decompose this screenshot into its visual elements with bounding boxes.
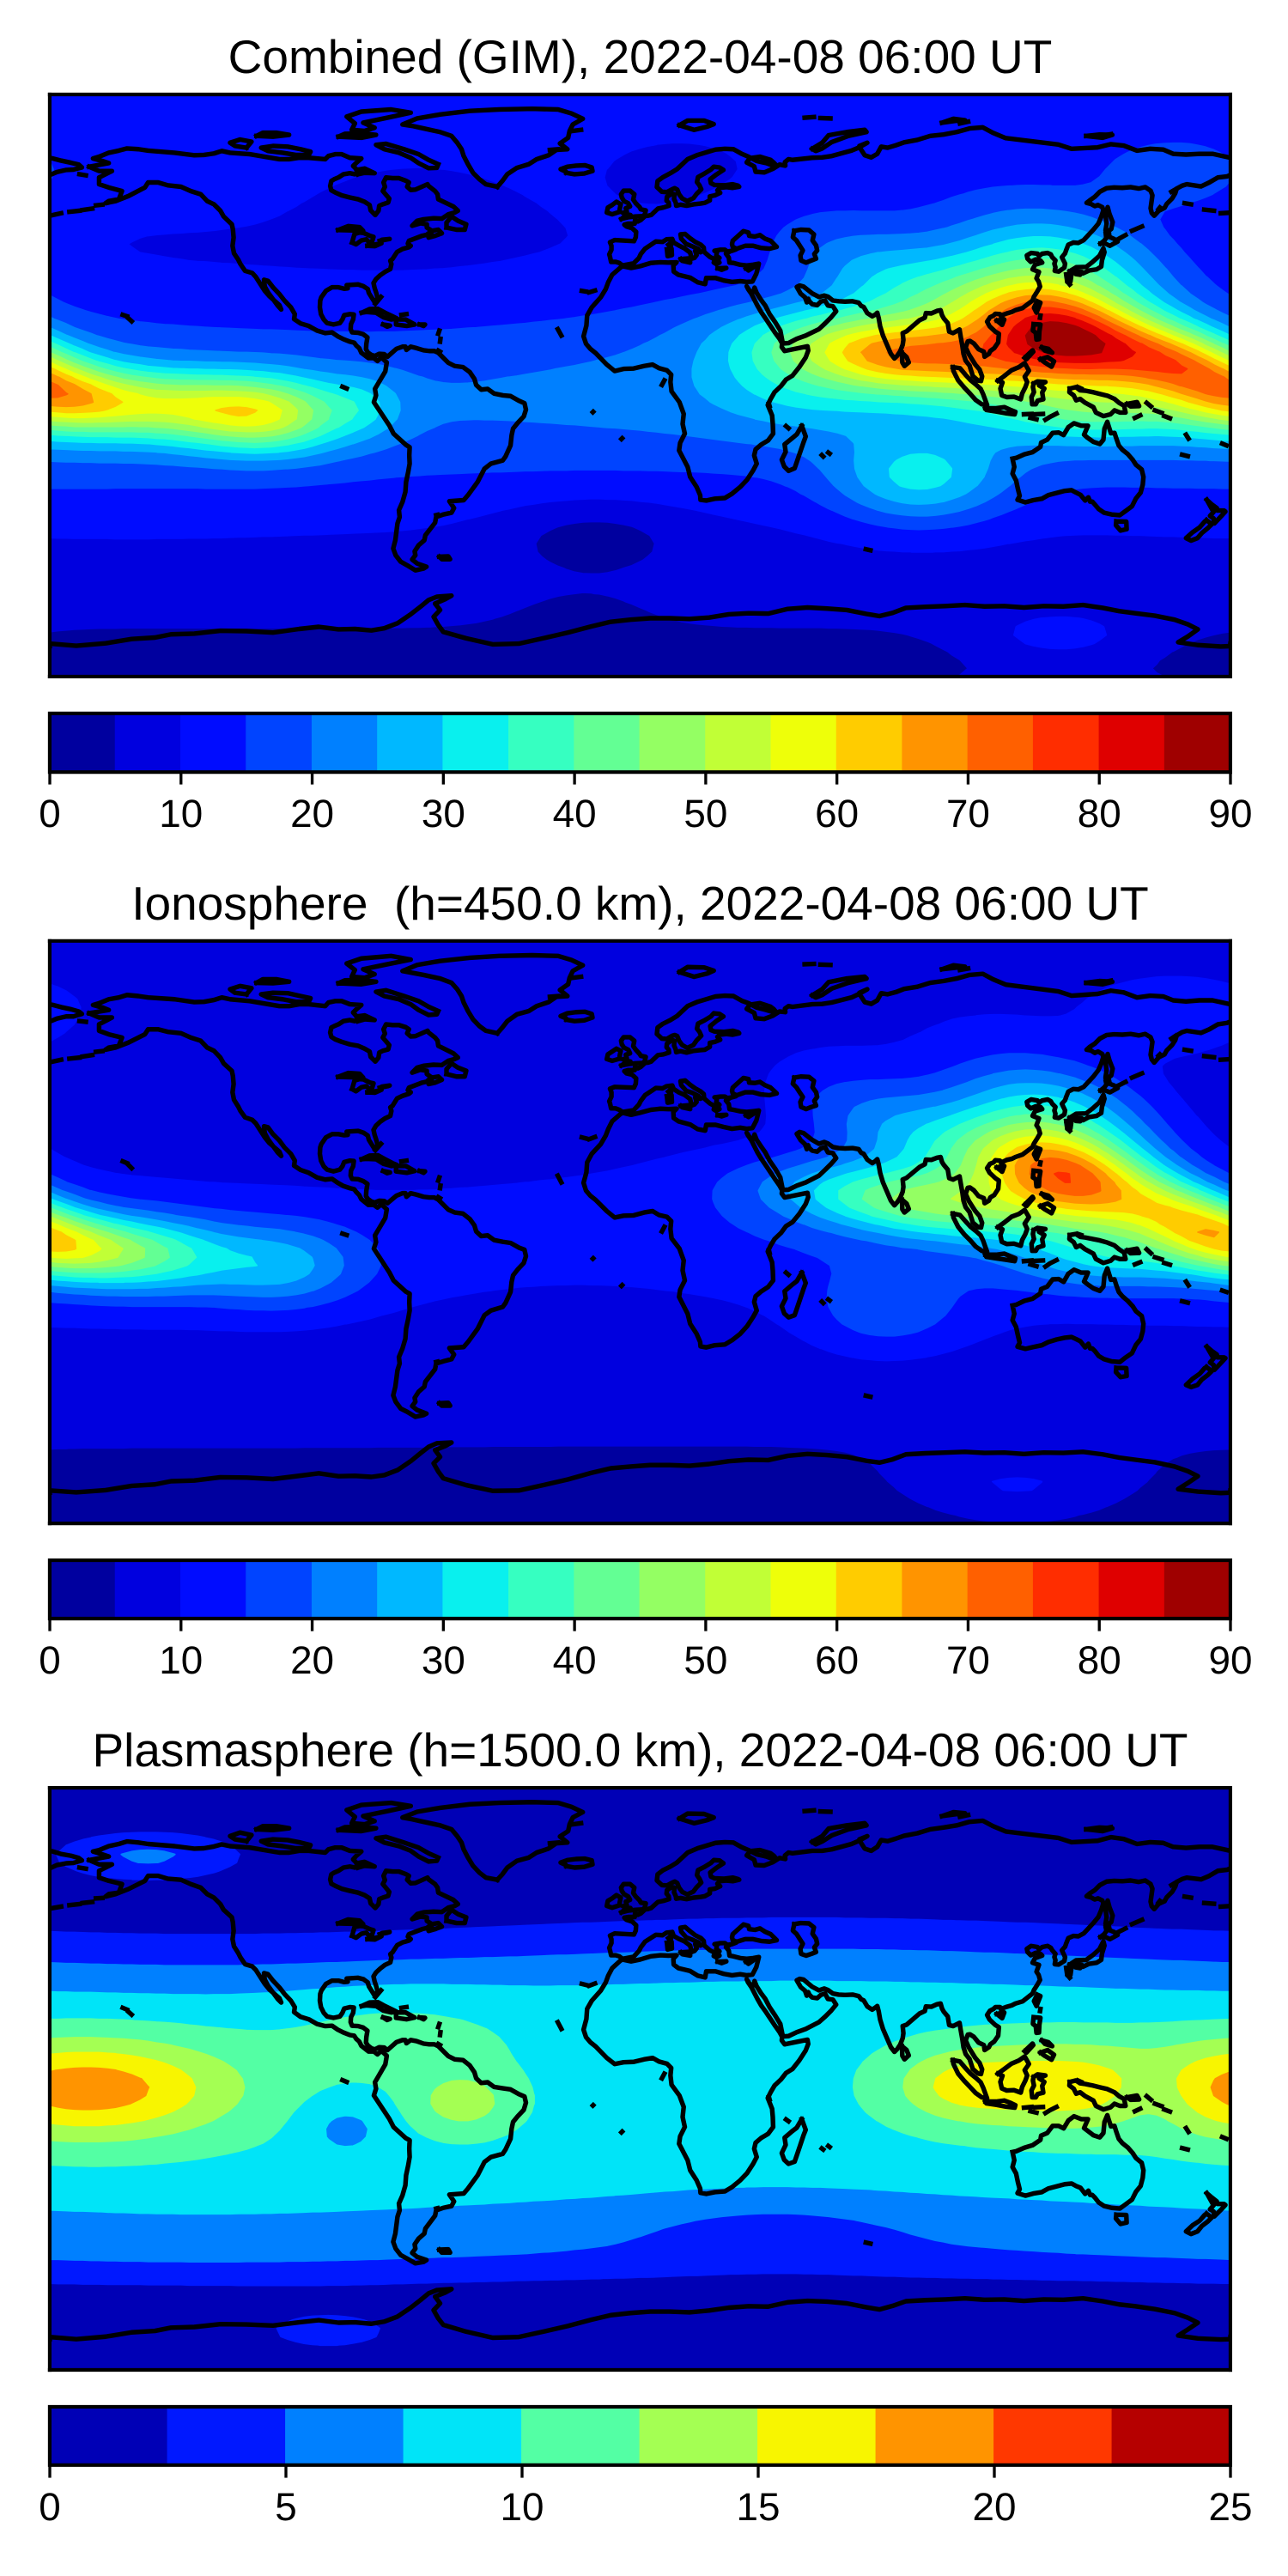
svg-text:Combined (GIM), 2022-04-08 06:: Combined (GIM), 2022-04-08 06:00 UT [228, 30, 1053, 83]
svg-text:90: 90 [1209, 792, 1253, 835]
svg-text:60: 60 [815, 1638, 859, 1682]
svg-text:30: 30 [422, 792, 465, 835]
svg-text:15: 15 [737, 2485, 781, 2529]
svg-text:10: 10 [159, 1638, 203, 1682]
svg-text:0: 0 [39, 2485, 61, 2529]
svg-text:Ionosphere (h=450.0 km), 2022: Ionosphere (h=450.0 km), 2022-04-08 06:0… [131, 877, 1148, 930]
svg-text:20: 20 [290, 1638, 334, 1682]
svg-text:30: 30 [422, 1638, 465, 1682]
svg-text:60: 60 [815, 792, 859, 835]
svg-text:0: 0 [39, 792, 61, 835]
svg-text:0: 0 [39, 1638, 61, 1682]
svg-text:70: 70 [946, 792, 990, 835]
svg-text:90: 90 [1209, 1638, 1253, 1682]
svg-text:40: 40 [553, 792, 597, 835]
svg-text:80: 80 [1078, 792, 1121, 835]
svg-text:25: 25 [1209, 2485, 1253, 2529]
svg-text:70: 70 [946, 1638, 990, 1682]
svg-text:20: 20 [973, 2485, 1017, 2529]
svg-text:10: 10 [159, 792, 203, 835]
svg-text:50: 50 [683, 1638, 727, 1682]
svg-text:50: 50 [683, 792, 727, 835]
svg-text:Plasmasphere (h=1500.0 km), 20: Plasmasphere (h=1500.0 km), 2022-04-08 0… [92, 1723, 1188, 1777]
svg-text:10: 10 [501, 2485, 544, 2529]
svg-text:20: 20 [290, 792, 334, 835]
svg-text:5: 5 [275, 2485, 297, 2529]
svg-text:40: 40 [553, 1638, 597, 1682]
svg-text:80: 80 [1078, 1638, 1121, 1682]
